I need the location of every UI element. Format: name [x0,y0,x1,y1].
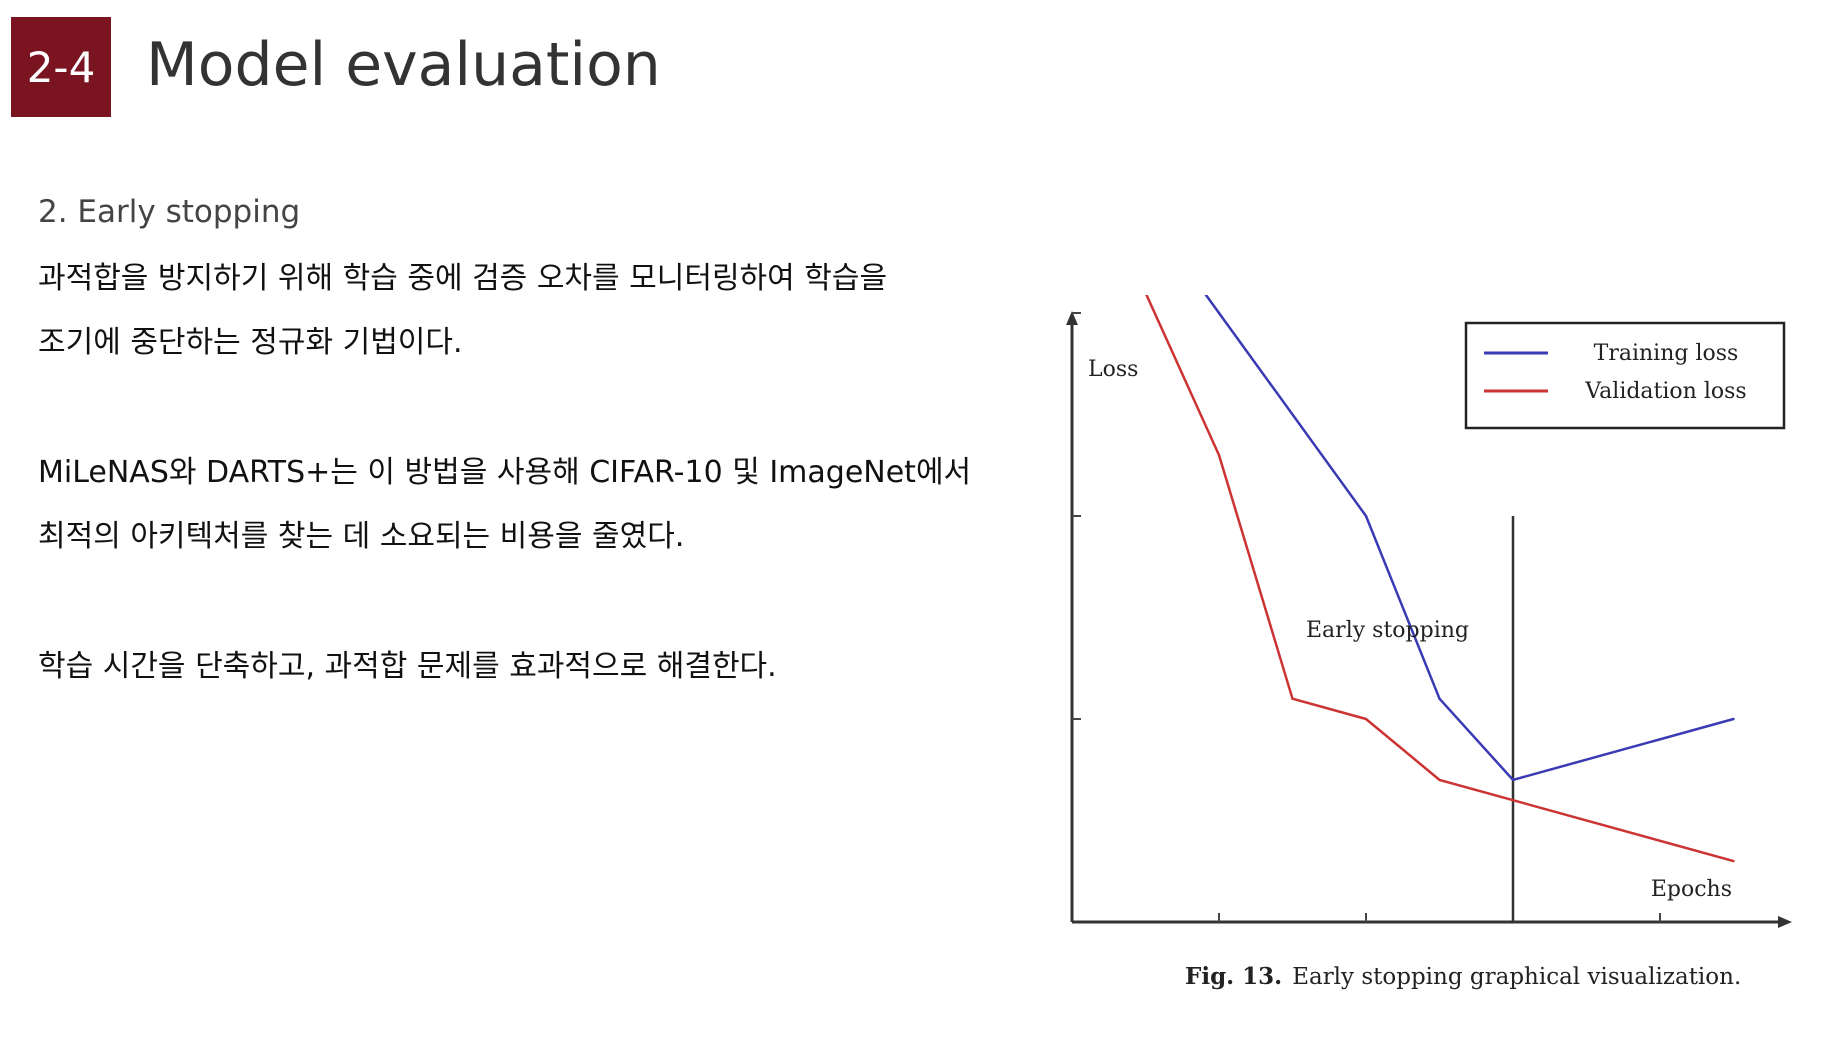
paragraph-line-1: 과적합을 방지하기 위해 학습 중에 검증 오차를 모니터링하여 학습을 [38,261,888,296]
paragraph-line-3: MiLeNAS와 DARTS+는 이 방법을 사용해 CIFAR-10 및 Im… [38,455,972,490]
figure-caption: Fig. 13. Early stopping graphical visuali… [1185,963,1741,990]
y-axis-label: Loss [1088,357,1138,382]
page-title: Model evaluation [146,30,661,100]
paragraph-line-2: 조기에 중단하는 정규화 기법이다. [38,325,463,360]
section-number-badge: 2-4 [11,17,111,117]
series-0-point-3 [1438,697,1441,700]
section-subtitle: 2. Early stopping [38,194,301,230]
series-0-point-2 [1364,514,1368,518]
chart-axes [1066,311,1792,928]
y-axis-arrow [1066,311,1078,325]
series-0-point-5 [1732,717,1735,721]
chart-series [1145,295,1735,863]
chart-legend: Training loss Validation loss [1464,321,1786,430]
x-axis-label: Epochs [1651,877,1732,902]
series-1-point-5 [1438,778,1441,782]
series-line-0 [1204,295,1734,782]
legend-box [1464,321,1786,430]
early-stopping-chart: Loss Epochs Early stopping Training loss Va… [1066,295,1792,928]
series-1-point-7 [1732,859,1735,863]
series-1-point-6 [1511,799,1515,802]
paragraph-line-5: 학습 시간을 단축하고, 과적합 문제를 효과적으로 해결한다. [38,649,777,684]
series-line-1 [1145,295,1734,863]
chart-ticks [1072,312,1661,922]
early-stopping-annotation: Early stopping [1306,618,1469,643]
legend-label-0: Training loss [1594,341,1739,366]
x-axis-arrow [1778,916,1792,928]
series-1-point-2 [1217,453,1221,457]
series-1-point-3 [1291,697,1294,700]
figure-caption-label: Fig. 13. [1185,963,1283,990]
series-1-point-4 [1364,717,1368,721]
figure-caption-text: Early stopping graphical visualization. [1292,964,1742,990]
legend-label-1: Validation loss [1584,379,1746,404]
series-0-point-4 [1511,778,1515,782]
chart-labels: Loss Epochs Early stopping [1088,357,1732,902]
paragraph-line-4: 최적의 아키텍처를 찾는 데 소요되는 비용을 줄였다. [38,519,685,554]
series-0-point-1 [1217,311,1221,315]
